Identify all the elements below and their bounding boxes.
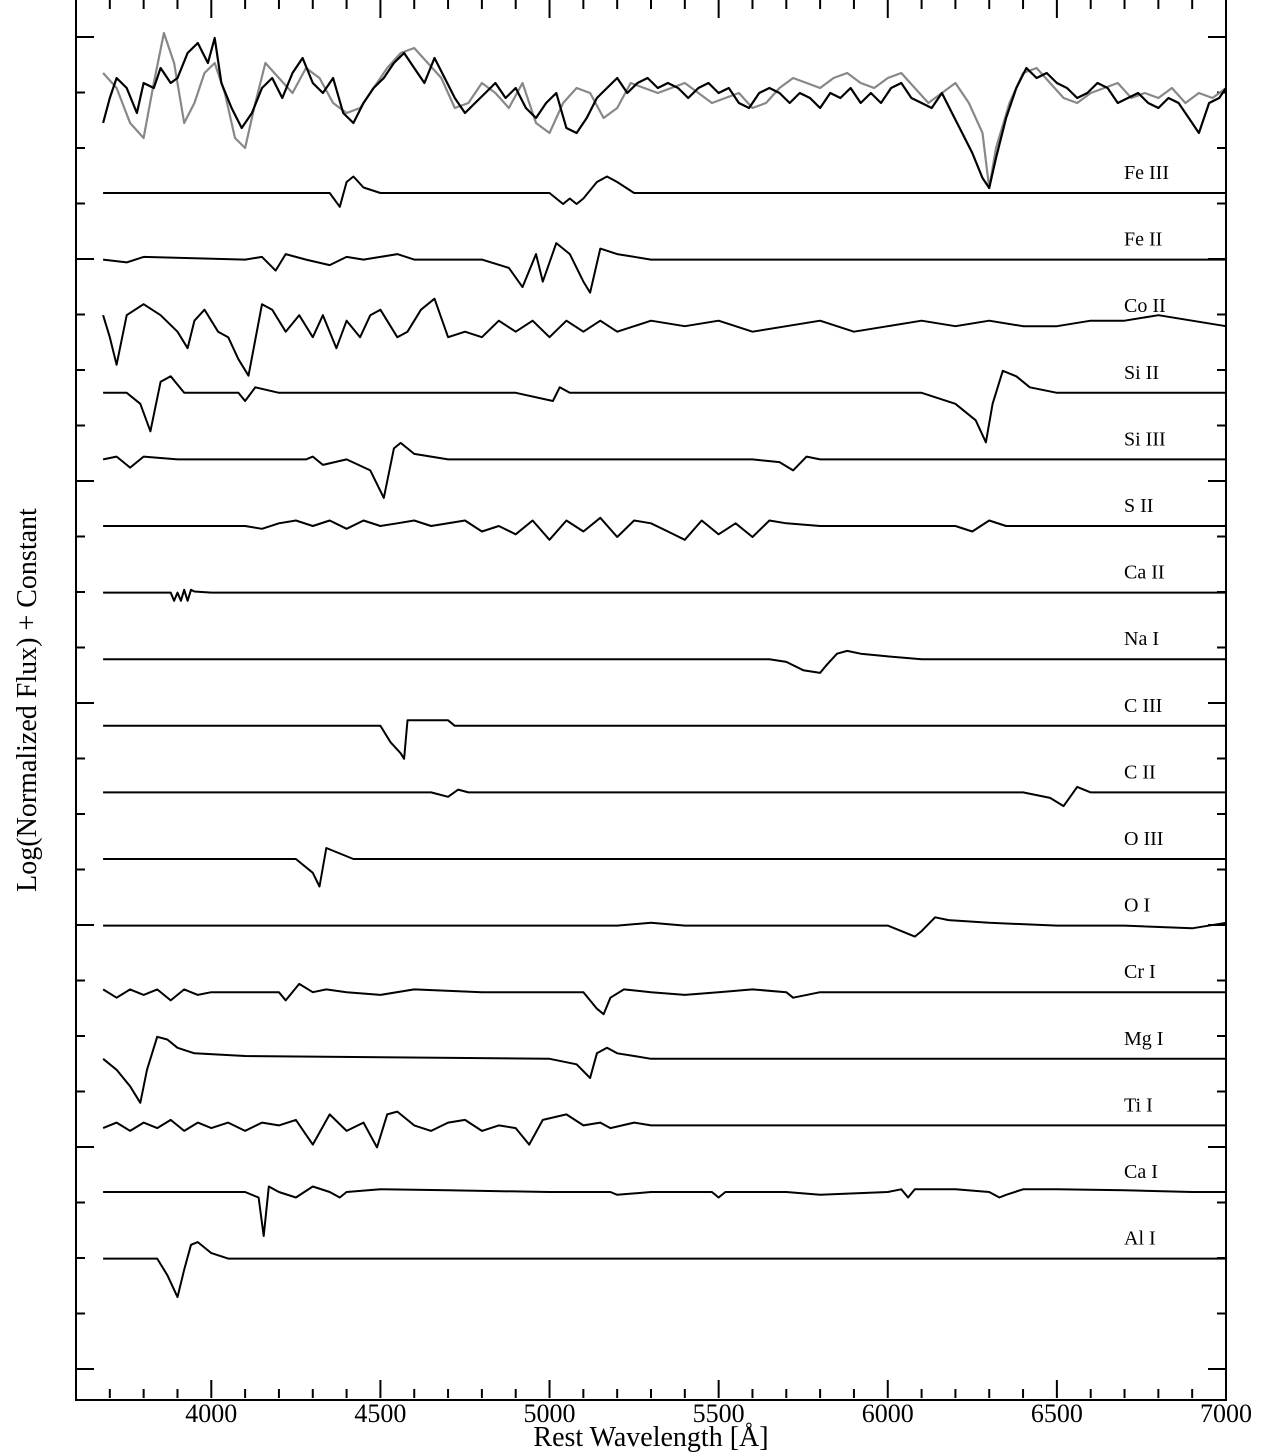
ion-spectrum-line (103, 1185, 1226, 1237)
ion-label: Cr I (1124, 961, 1156, 983)
x-tick-label: 5000 (524, 1399, 576, 1428)
observed-spectrum-line (102, 36, 1227, 190)
ion-spectrum-line (103, 588, 1226, 602)
x-tick-label: 4000 (185, 1399, 237, 1428)
x-tick-label: 6500 (1031, 1399, 1083, 1428)
x-tick-label: 4500 (354, 1399, 406, 1428)
ion-spectrum-line (102, 982, 1226, 1016)
ion-label: O I (1124, 895, 1150, 917)
ion-label: Ca II (1124, 562, 1165, 584)
ion-spectrum-line (103, 1241, 1226, 1299)
ion-label-layer: Fe III Fe II Co II Si II Si III S II Ca II Na I… (1124, 162, 1169, 1250)
plot-frame (75, 0, 1227, 1401)
ion-spectrum-line (103, 916, 1227, 938)
ion-spectrum-line (103, 649, 1226, 674)
ion-spectrum-line (103, 847, 1226, 888)
x-tick-label: 7000 (1200, 1399, 1252, 1428)
y-axis-label: Log(Normalized Flux) + Constant (12, 508, 43, 892)
ion-label: Si III (1124, 428, 1166, 450)
ion-label: C III (1124, 695, 1162, 717)
series-layer (102, 31, 1227, 1299)
ion-spectrum-line (103, 369, 1226, 444)
ion-label: Fe II (1124, 229, 1162, 251)
x-axis-ticks: 4000 4500 5000 5500 6000 6500 7000 (108, 0, 1252, 1428)
ion-label: S II (1124, 495, 1153, 517)
ion-spectrum-line (102, 441, 1226, 499)
ion-label: Si II (1124, 362, 1159, 384)
ion-spectrum-line (102, 1035, 1226, 1104)
ion-spectrum-line (102, 242, 1226, 294)
ion-spectrum-line (103, 719, 1226, 760)
y-axis-ticks (76, 36, 1226, 1370)
ion-spectrum-line (102, 1110, 1226, 1149)
ion-label: Na I (1124, 628, 1159, 650)
ion-label: Ca I (1124, 1161, 1158, 1183)
ion-label: Co II (1124, 295, 1166, 317)
ion-label: Fe III (1124, 162, 1169, 184)
x-tick-label: 6000 (862, 1399, 914, 1428)
ion-label: O III (1124, 828, 1163, 850)
x-tick-label: 5500 (693, 1399, 745, 1428)
model-spectrum-line (102, 31, 1227, 190)
ion-label: C II (1124, 761, 1156, 783)
ion-label: Al I (1124, 1228, 1156, 1250)
ion-spectrum-line (102, 297, 1227, 377)
x-axis-label: Rest Wavelength [Å] (533, 1422, 768, 1453)
ion-label: Ti I (1124, 1094, 1153, 1116)
ion-spectrum-line (103, 785, 1226, 808)
ion-spectrum-line (103, 516, 1226, 541)
ion-spectrum-line (103, 175, 1226, 208)
ion-label: Mg I (1124, 1028, 1163, 1050)
